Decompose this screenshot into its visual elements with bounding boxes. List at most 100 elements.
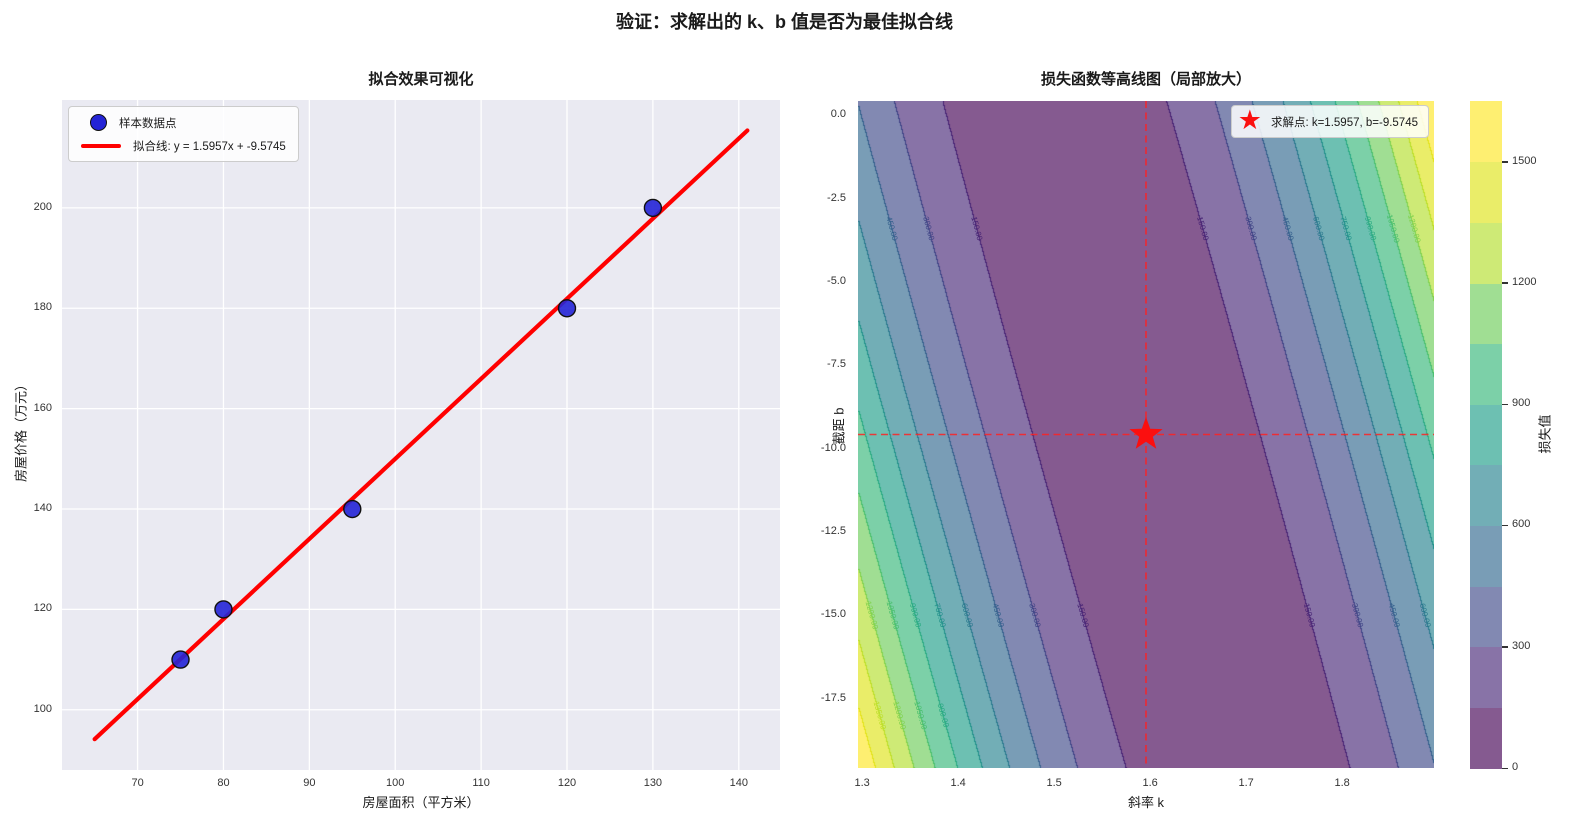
cbtick-label: 300	[1512, 639, 1531, 652]
legend-row-line: 拟合线: y = 1.5957x + -9.5745	[81, 138, 286, 154]
xtick-label: 1.7	[1238, 777, 1254, 789]
svg-text:150.00: 150.00	[1302, 602, 1317, 629]
fit-plot-xlabel: 房屋面积（平方米）	[362, 795, 480, 810]
xtick-label: 120	[557, 777, 577, 789]
xtick-label: 100	[386, 777, 405, 789]
colorbar-tick-mark	[1502, 767, 1508, 769]
svg-text:1050.00: 1050.00	[1385, 213, 1402, 244]
svg-text:450.00: 450.00	[884, 216, 899, 243]
star-icon: ★	[1237, 105, 1262, 135]
fit-line-legend-label: 拟合线: y = 1.5957x + -9.5745	[133, 141, 286, 153]
cbtick-label: 1200	[1512, 275, 1537, 288]
colorbar-band	[1470, 282, 1502, 345]
xtick-label: 1.4	[950, 777, 966, 789]
xtick-label: 140	[729, 777, 748, 789]
svg-text:300.00: 300.00	[1350, 602, 1365, 629]
svg-text:300.00: 300.00	[921, 216, 936, 243]
colorbar-tick-mark	[1502, 403, 1508, 406]
svg-text:150.00: 150.00	[969, 216, 984, 242]
svg-text:1200.00: 1200.00	[864, 600, 881, 631]
fit-plot-ylabel: 房屋价格（万元）	[13, 377, 29, 483]
contour-annotations: 150.00 150.00 150.00 150.00 300.00 300.00 300.…	[858, 101, 1434, 768]
contour-legend: ★ 求解点: k=1.5957, b=-9.5745	[1230, 105, 1429, 138]
colorbar	[1470, 101, 1502, 769]
ytick-label: 100	[33, 702, 52, 715]
colorbar-band	[1470, 464, 1502, 527]
fit-plot-area	[62, 100, 780, 770]
contour-ylabel: 截距 b	[831, 407, 847, 445]
colorbar-band	[1470, 707, 1502, 769]
legend-row-scatter: 样本数据点	[81, 114, 286, 131]
colorbar-band	[1470, 101, 1502, 163]
colorbar-band	[1470, 222, 1502, 284]
svg-text:750.00: 750.00	[932, 602, 947, 629]
cbtick-label: 1500	[1512, 154, 1537, 167]
ytick-label: -7.5	[827, 358, 846, 371]
svg-text:300.00: 300.00	[1027, 602, 1042, 629]
contour-plot-title: 损失函数等高线图（局部放大）	[1040, 71, 1251, 88]
cbtick-label: 0	[1512, 761, 1519, 773]
ytick-label: -12.5	[820, 525, 846, 538]
cbtick-label: 600	[1512, 518, 1531, 531]
fit-plot-legend: 样本数据点 拟合线: y = 1.5957x + -9.5745	[68, 106, 299, 162]
xtick-label: 1.6	[1142, 777, 1158, 789]
xtick-label: 130	[643, 777, 663, 789]
svg-text:1050.00: 1050.00	[912, 700, 929, 731]
xtick-label: 90	[303, 777, 316, 789]
colorbar-tick-mark	[1502, 282, 1508, 284]
svg-text:300.00: 300.00	[1243, 216, 1258, 243]
ytick-label: 120	[33, 602, 52, 615]
ytick-label: -2.5	[827, 191, 846, 204]
colorbar-tick-mark	[1502, 524, 1508, 527]
colorbar-band	[1470, 525, 1502, 587]
svg-text:600.00: 600.00	[960, 602, 975, 629]
xtick-label: 1.3	[854, 777, 870, 789]
colorbar-tick-mark	[1502, 646, 1508, 648]
scatter-marker-icon	[90, 114, 107, 131]
xtick-label: 80	[217, 777, 230, 789]
ytick-label: -10.0	[820, 441, 846, 454]
solution-legend-label: 求解点: k=1.5957, b=-9.5745	[1270, 116, 1418, 129]
ytick-label: 160	[33, 401, 52, 414]
colorbar-band	[1470, 161, 1502, 223]
svg-text:1200.00: 1200.00	[891, 700, 908, 731]
svg-text:450.00: 450.00	[1280, 216, 1295, 243]
ytick-label: 200	[33, 200, 52, 213]
colorbar-band	[1470, 646, 1502, 708]
ytick-label: 0.0	[830, 108, 846, 121]
cbtick-label: 900	[1512, 397, 1531, 410]
svg-text:1050.00: 1050.00	[885, 600, 902, 631]
scatter-legend-label: 样本数据点	[119, 117, 177, 130]
svg-text:900.00: 900.00	[1363, 216, 1378, 243]
svg-text:1200.00: 1200.00	[1406, 213, 1423, 244]
xtick-label: 1.5	[1046, 777, 1062, 789]
fit-line-marker-icon	[81, 144, 121, 148]
xtick-label: 1.8	[1334, 777, 1350, 789]
ytick-label: 140	[33, 502, 52, 515]
svg-text:1350.00: 1350.00	[872, 700, 889, 731]
contour-xlabel: 斜率 k	[1127, 795, 1165, 810]
svg-text:150.00: 150.00	[1075, 602, 1090, 629]
svg-text:900.00: 900.00	[908, 602, 923, 629]
svg-text:600.00: 600.00	[1311, 216, 1326, 243]
ytick-label: 180	[33, 301, 52, 314]
ytick-label: -5.0	[827, 274, 846, 287]
ytick-label: -15.0	[820, 608, 846, 621]
ytick-label: -17.5	[820, 691, 846, 704]
svg-text:450.00: 450.00	[991, 602, 1006, 629]
colorbar-band	[1470, 404, 1502, 466]
svg-text:150.00: 150.00	[1195, 215, 1210, 242]
colorbar-band	[1470, 586, 1502, 648]
colorbar-band	[1470, 343, 1502, 405]
svg-text:600.00: 600.00	[1418, 602, 1433, 629]
figure-suptitle: 验证：求解出的 k、b 值是否为最佳拟合线	[615, 12, 953, 32]
colorbar-label: 损失值	[1537, 414, 1553, 454]
fit-plot-title: 拟合效果可视化	[368, 71, 474, 88]
xtick-label: 70	[131, 777, 144, 789]
xtick-label: 110	[472, 777, 490, 789]
svg-text:450.00: 450.00	[1387, 602, 1402, 629]
colorbar-tick-mark	[1502, 161, 1508, 163]
svg-text:900.00: 900.00	[936, 702, 951, 729]
svg-text:750.00: 750.00	[1338, 216, 1353, 243]
